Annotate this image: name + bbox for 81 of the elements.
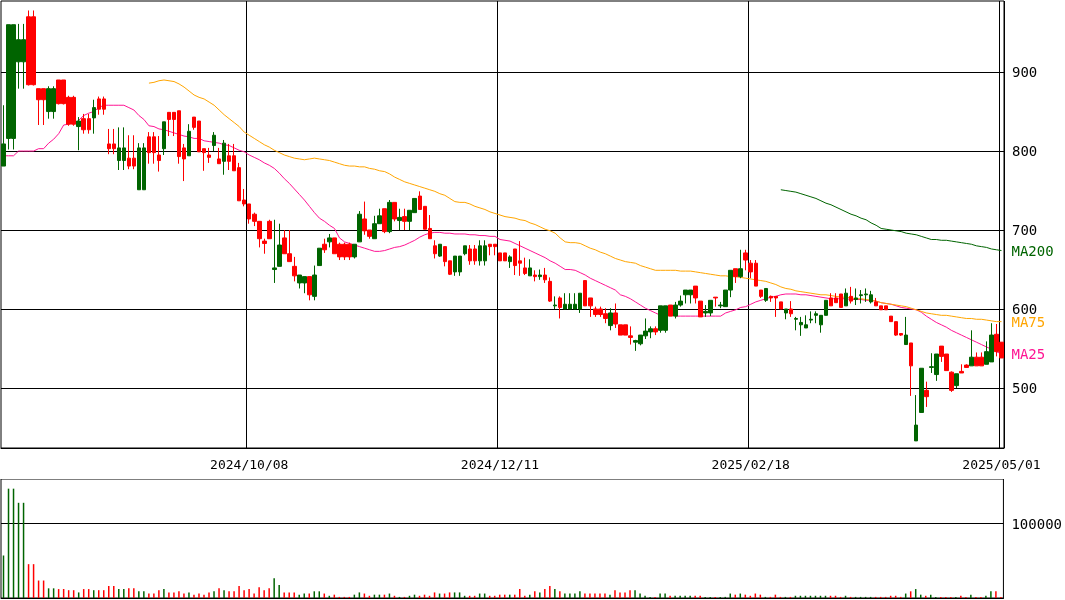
series-label: MA25 — [1011, 346, 1046, 363]
candlestick — [327, 233, 332, 248]
candlestick — [653, 325, 658, 336]
candlestick — [743, 249, 748, 271]
y-tick-label: 100000 — [1011, 515, 1063, 532]
candlestick — [463, 245, 467, 256]
candlestick — [292, 256, 297, 282]
candlestick — [387, 199, 392, 234]
candlestick — [433, 239, 437, 259]
candlestick — [317, 247, 322, 267]
candlestick — [548, 276, 552, 303]
candlestick — [784, 308, 788, 320]
candlestick — [162, 121, 166, 156]
candlestick — [528, 258, 532, 277]
candlestick — [844, 287, 848, 307]
candlestick — [553, 295, 557, 310]
candlestick — [267, 219, 272, 240]
candlestick — [222, 139, 226, 176]
candlestick — [668, 304, 673, 317]
candlestick — [357, 210, 362, 243]
y-tick-label: 500 — [1012, 379, 1038, 396]
x-tick-label: 2025/05/01 — [962, 457, 1041, 472]
candlestick — [322, 238, 327, 254]
y-tick-label: 900 — [1012, 64, 1038, 81]
candlestick — [759, 289, 763, 299]
candlestick — [733, 268, 738, 284]
candlestick — [904, 316, 908, 346]
candlestick — [558, 295, 562, 319]
candlestick — [919, 367, 924, 413]
candlestick — [959, 363, 964, 374]
candlestick — [794, 316, 798, 331]
line-series — [780, 189, 1002, 252]
candlestick — [533, 269, 537, 282]
candlestick — [307, 276, 312, 301]
candlestick — [392, 201, 397, 222]
candlestick — [312, 265, 317, 301]
candlestick — [698, 300, 703, 318]
candlestick — [382, 208, 387, 234]
x-tick-label: 2024/12/11 — [460, 457, 540, 472]
candlestick — [924, 381, 929, 408]
candlestick — [277, 223, 282, 267]
candlestick — [352, 243, 357, 259]
candlestick — [964, 363, 969, 368]
candlestick — [849, 286, 853, 304]
x-tick-label: 2024/10/08 — [210, 457, 289, 472]
candlestick — [779, 301, 783, 310]
line-series — [148, 79, 1002, 323]
candlestick — [508, 254, 512, 269]
candlestick — [523, 257, 527, 276]
candlestick — [1, 104, 6, 167]
candlestick — [262, 238, 267, 255]
x-tick-label: 2025/02/18 — [711, 457, 790, 472]
candlestick — [538, 269, 542, 281]
y-tick-label: 700 — [1012, 222, 1038, 239]
candlestick — [207, 147, 211, 164]
candlestick — [397, 208, 402, 231]
candlestick — [157, 135, 161, 173]
candlestick — [402, 208, 407, 231]
candlestick — [438, 243, 442, 258]
candlestick — [92, 99, 96, 135]
candlestick — [713, 296, 718, 308]
candlestick — [217, 147, 221, 165]
y-tick-label: 800 — [1012, 143, 1038, 160]
candlestick — [212, 131, 216, 152]
candlestick — [954, 373, 959, 389]
candlestick — [809, 310, 813, 324]
candlestick — [693, 285, 698, 304]
candlestick — [543, 267, 547, 284]
candlestick — [764, 287, 768, 303]
series-label: MA200 — [1011, 242, 1054, 259]
candlestick — [854, 287, 858, 306]
candlestick — [949, 370, 954, 393]
candlestick — [738, 249, 743, 279]
candlestick — [608, 307, 613, 331]
candlestick — [76, 116, 81, 151]
candlestick — [909, 342, 913, 397]
candlestick — [914, 394, 918, 442]
candlestick — [789, 300, 793, 318]
candlestick — [969, 329, 974, 367]
candlestick — [187, 123, 191, 157]
candlestick — [272, 219, 277, 284]
